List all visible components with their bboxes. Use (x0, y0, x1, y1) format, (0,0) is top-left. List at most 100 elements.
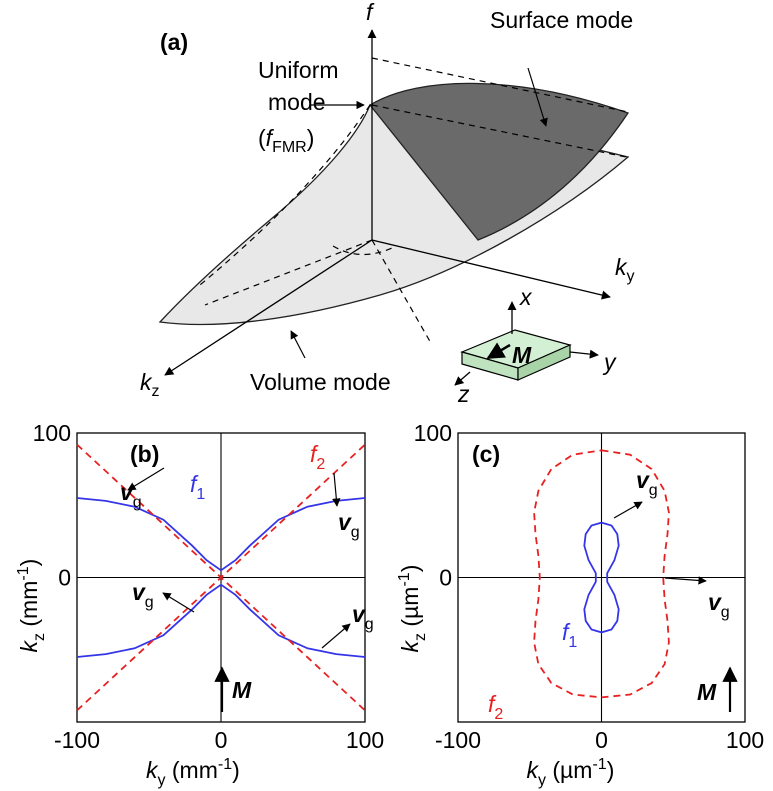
y-tick-label: 0 (439, 565, 452, 591)
m-label: M (697, 679, 717, 705)
x-axis-label: ky (mm-1) (146, 756, 240, 789)
x-tick-label: 0 (215, 727, 228, 753)
sample-side (517, 344, 571, 381)
text: z (412, 633, 429, 641)
y-axis-label: kz (mm-1) (15, 559, 48, 653)
text: v (132, 579, 146, 605)
x-tick-label: -100 (54, 727, 100, 753)
text: g (721, 604, 730, 621)
vg-label: vg (132, 579, 154, 611)
text: g (365, 616, 374, 633)
vg-label: vg (338, 509, 360, 541)
text: (mm (16, 581, 42, 633)
arrow (664, 576, 707, 585)
panel-a: (a) f Surface mode Uniform mode (fFMR) k… (140, 0, 635, 407)
fmr-label: (fFMR) (258, 125, 314, 156)
curve (76, 583, 366, 658)
x-tick-label: 100 (346, 727, 384, 753)
text: v (338, 509, 352, 535)
text: y (627, 268, 635, 285)
text: k (16, 640, 42, 653)
uniform-label: mode (268, 89, 326, 115)
ky-axis (371, 239, 611, 300)
text: k (397, 640, 423, 653)
text: v (708, 589, 722, 615)
sample-z: z (457, 381, 470, 407)
text: 1 (568, 634, 577, 651)
text: (µm (397, 587, 423, 633)
panel-label: (c) (472, 441, 500, 467)
text: (µm (546, 757, 592, 783)
kz-label: kz (140, 369, 160, 400)
text: y (538, 772, 546, 789)
vg-label: vg (636, 467, 658, 499)
text: g (649, 482, 658, 499)
text: k (527, 757, 540, 783)
surface-mode-label: Surface mode (490, 7, 633, 33)
arrow (127, 467, 165, 491)
panel-label: (b) (130, 441, 159, 467)
text: k (146, 757, 159, 783)
x-axis-label: ky (µm-1) (527, 756, 615, 789)
x-tick-label: 100 (726, 727, 764, 753)
f-axis-label: f (366, 0, 375, 25)
text: g (145, 594, 154, 611)
curve-label: f2 (488, 691, 503, 723)
text: g (133, 494, 142, 511)
x-tick-label: 0 (595, 727, 608, 753)
curve-label: f1 (562, 619, 577, 651)
m-label: M (232, 677, 252, 703)
sample-m-arrow (486, 342, 511, 360)
text: (mm (166, 757, 218, 783)
y-axis-label: kz (µm-1) (396, 565, 429, 653)
text: 2 (316, 456, 325, 473)
text: v (636, 467, 650, 493)
curve (583, 521, 620, 634)
arrow (332, 472, 341, 507)
curve-label: f1 (190, 471, 205, 503)
uniform-label: Uniform (258, 57, 339, 83)
surface-mode-sheet (369, 82, 630, 241)
text: ) (232, 757, 240, 783)
arrow (321, 623, 351, 649)
text: 2 (494, 706, 503, 723)
vg-label: vg (708, 589, 730, 621)
text: f (562, 619, 571, 645)
sample-y-axis (569, 349, 599, 359)
sample-m: M (512, 342, 532, 368)
text: f (266, 125, 275, 151)
text: -1 (396, 572, 413, 586)
arrow (613, 501, 643, 519)
text: z (152, 383, 160, 400)
sample-y: y (602, 349, 617, 375)
surface-arrow (527, 67, 548, 127)
x-tick-label: -100 (435, 727, 481, 753)
text: y (158, 772, 166, 789)
text: f (488, 691, 497, 717)
sample-z-axis (454, 371, 471, 386)
guide-lines (199, 57, 629, 346)
text: z (31, 633, 48, 641)
text: k (615, 254, 628, 280)
text: ) (16, 559, 42, 567)
curve (76, 497, 366, 572)
y-tick-label: 100 (33, 420, 71, 446)
arrow (162, 592, 195, 613)
text: ) (607, 757, 615, 783)
text: k (140, 369, 153, 395)
text: ( (258, 125, 266, 151)
text: f (310, 441, 319, 467)
text: ) (397, 565, 423, 573)
text: -1 (218, 756, 232, 773)
text: f (190, 471, 199, 497)
volume-mode-label: Volume mode (250, 369, 391, 395)
text: -1 (592, 756, 606, 773)
curve-label: f2 (310, 441, 325, 473)
kz-axis (164, 239, 373, 376)
panel-label: (a) (160, 29, 188, 55)
ky-label: ky (615, 254, 635, 285)
text: FMR (272, 139, 307, 156)
text: ) (307, 125, 315, 151)
text: 1 (196, 486, 205, 503)
